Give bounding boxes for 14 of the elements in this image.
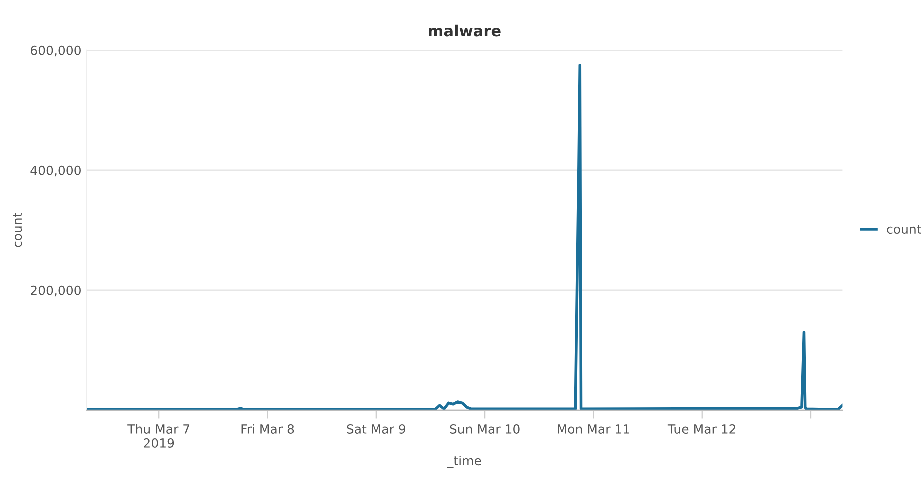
x-tick-label: Tue Mar 12 bbox=[668, 424, 736, 434]
x-tick-label: Sun Mar 10 bbox=[450, 424, 520, 434]
x-axis-title: _time bbox=[447, 456, 482, 468]
chart-title: malware bbox=[429, 24, 501, 37]
y-tick-label: 400,000 bbox=[30, 166, 81, 177]
x-tick-label: Mon Mar 11 bbox=[558, 424, 630, 434]
line-series bbox=[86, 64, 843, 410]
y-tick-label: 200,000 bbox=[31, 286, 81, 297]
y-axis-title: count bbox=[13, 213, 22, 248]
x-tick-label: Sat Mar 9 bbox=[347, 424, 406, 434]
legend-label: count bbox=[887, 225, 922, 234]
x-tick-label: Thu Mar 7 2019 bbox=[128, 424, 190, 448]
x-tick-label: Fri Mar 8 bbox=[242, 424, 294, 434]
y-tick-label: 600,000 bbox=[30, 46, 81, 57]
